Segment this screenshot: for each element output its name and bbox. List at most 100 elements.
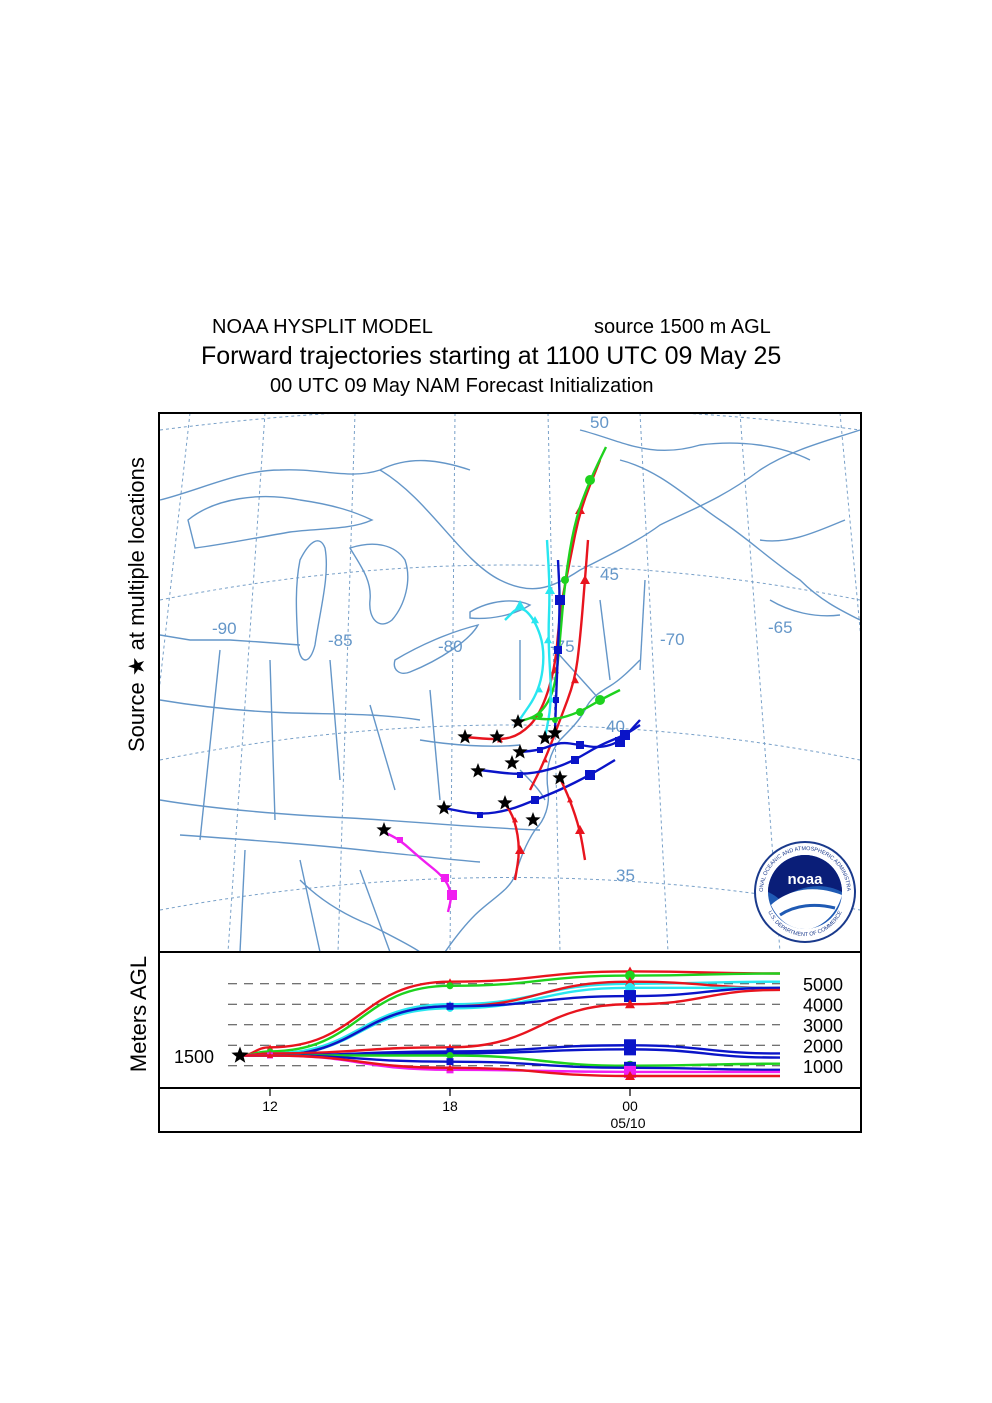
trajectory-marker	[555, 595, 565, 605]
height-tick-label: 1000	[803, 1057, 843, 1077]
map-trajectory-line	[558, 777, 587, 861]
source-star	[497, 795, 513, 810]
source-star	[537, 730, 553, 745]
source-star	[504, 755, 520, 770]
lon-label: -80	[438, 637, 463, 656]
time-tick-label: 18	[442, 1098, 458, 1114]
trajectory-marker	[585, 475, 595, 485]
logo-text: noaa	[787, 871, 823, 888]
height-tick-label: 5000	[803, 975, 843, 995]
lon-label: -65	[768, 618, 793, 637]
trajectory-marker	[397, 837, 403, 843]
trajectory-marker	[512, 817, 518, 823]
source-star	[457, 729, 473, 744]
map-trajectory-line	[553, 559, 561, 734]
lat-label: 50	[590, 413, 609, 432]
trajectory-marker	[554, 646, 562, 654]
lon-label: -90	[212, 619, 237, 638]
trajectory-marker	[571, 756, 579, 764]
chart-title: Forward trajectories starting at 1100 UT…	[201, 342, 782, 370]
height-trajectories	[231, 966, 781, 1080]
trajectory-marker	[625, 1071, 635, 1080]
map-trajectory-line	[543, 539, 552, 739]
trajectory-marker	[267, 1044, 273, 1050]
time-tick-label: 12	[262, 1098, 278, 1114]
time-axis-frame	[158, 1087, 862, 1133]
map-frame	[158, 412, 862, 953]
map-area: -90 -85 -80 -75 -70 -65 50 45 40 35 noaa…	[159, 413, 861, 952]
trajectory-marker	[576, 708, 584, 716]
source-star	[231, 1046, 249, 1063]
trajectory-marker	[531, 796, 539, 804]
lon-label: -75	[550, 637, 575, 656]
lon-label: -85	[328, 631, 353, 650]
map-trajectories	[376, 446, 641, 913]
start-height-label: 1500	[174, 1047, 214, 1067]
map-trajectory-line	[383, 830, 452, 913]
lat-label: 35	[616, 866, 635, 885]
trajectory-marker	[531, 616, 539, 624]
trajectory-marker	[477, 812, 483, 818]
trajectory-marker	[446, 1052, 454, 1059]
trajectory-marker	[567, 797, 573, 803]
trajectory-marker	[446, 1002, 454, 1010]
trajectory-marker	[515, 600, 525, 609]
trajectory-marker	[552, 717, 558, 723]
trajectory-marker	[561, 576, 569, 584]
trajectory-marker	[571, 676, 579, 684]
trajectory-marker	[615, 737, 625, 747]
trajectory-marker	[620, 730, 630, 740]
trajectory-marker	[542, 757, 548, 763]
trajectory-marker	[585, 770, 595, 780]
trajectory-marker	[515, 845, 525, 854]
chart-subtitle: 00 UTC 09 May NAM Forecast Initializatio…	[270, 375, 654, 397]
lat-label: 45	[600, 565, 619, 584]
map-trajectory-line	[503, 802, 520, 881]
height-series-line	[239, 972, 781, 1057]
map-trajectory-line	[528, 539, 590, 791]
trajectory-marker	[624, 1043, 636, 1056]
source-star	[510, 714, 526, 729]
source-star	[552, 770, 568, 785]
map-trajectory-line	[517, 446, 608, 724]
trajectory-marker	[517, 772, 523, 778]
source-star	[547, 725, 563, 740]
source-star	[525, 812, 541, 827]
source-star	[512, 744, 528, 759]
trajectory-marker	[624, 990, 636, 1003]
trajectory-marker	[537, 712, 543, 718]
map-trajectory-line	[443, 758, 616, 815]
trajectory-marker	[553, 697, 559, 703]
height-tick-label: 2000	[803, 1036, 843, 1056]
source-height: source 1500 m AGL	[594, 316, 771, 338]
map-trajectory-line	[479, 724, 641, 775]
trajectory-marker	[545, 585, 555, 594]
height-tick-label: 4000	[803, 995, 843, 1015]
time-tick-labels: 12 18 00	[262, 1088, 638, 1114]
trajectory-marker	[544, 636, 552, 644]
time-tick-label: 00	[622, 1098, 638, 1114]
trajectory-marker	[625, 970, 635, 981]
trajectory-marker	[580, 575, 590, 584]
trajectory-marker	[575, 825, 585, 834]
map-trajectory-line	[504, 607, 545, 723]
trajectory-marker	[267, 1052, 273, 1058]
source-star	[489, 729, 505, 744]
model-title: NOAA HYSPLIT MODEL	[212, 316, 433, 338]
map-trajectory-line	[464, 459, 602, 741]
trajectory-marker	[625, 999, 635, 1009]
trajectory-marker	[446, 1064, 454, 1071]
source-star	[436, 800, 452, 815]
trajectory-marker	[441, 874, 449, 882]
trajectory-marker	[576, 741, 584, 749]
lon-label: -70	[660, 630, 685, 649]
source-star	[376, 822, 392, 837]
map-trajectory-line	[519, 719, 641, 754]
trajectory-marker	[447, 890, 457, 900]
trajectory-marker	[446, 1058, 454, 1066]
trajectory-marker	[537, 687, 543, 693]
map-boundaries	[159, 429, 861, 952]
logo-ring-top: NATIONAL OCEANIC AND ATMOSPHERIC ADMINIS…	[159, 413, 851, 892]
